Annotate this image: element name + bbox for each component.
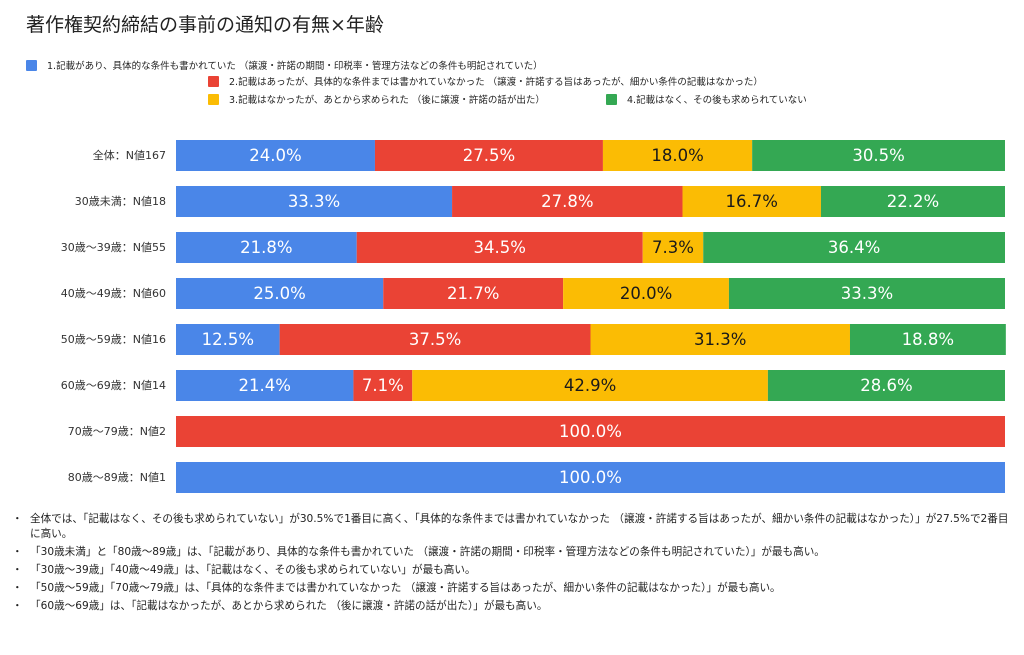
data-label: 25.0% xyxy=(253,284,305,303)
bar-segment xyxy=(642,232,704,263)
bar-segment xyxy=(279,324,591,355)
bar-segment xyxy=(176,462,1005,493)
bullet-glyph: ・ xyxy=(12,546,23,558)
bar-segment xyxy=(176,140,375,171)
bar-segment xyxy=(682,186,821,217)
data-label: 100.0% xyxy=(559,422,622,441)
data-label: 27.8% xyxy=(541,192,593,211)
data-label: 24.0% xyxy=(249,146,301,165)
bar-segment xyxy=(383,278,564,309)
data-label: 100.0% xyxy=(559,468,622,487)
bullet-glyph: ・ xyxy=(12,600,23,612)
legend-swatch-yellow xyxy=(208,93,219,105)
data-label: 34.5% xyxy=(474,238,526,257)
note-text: 「50歳〜59歳」「70歳〜79歳」は、「具体的な条件までは書かれていなかった … xyxy=(30,582,781,594)
bar-segment xyxy=(176,186,453,217)
data-label: 18.0% xyxy=(651,146,703,165)
bar-segment xyxy=(176,232,357,263)
bullet-glyph: ・ xyxy=(12,513,23,525)
data-label: 42.9% xyxy=(564,376,616,395)
bar-segment xyxy=(374,140,603,171)
legend-swatch-blue xyxy=(26,59,37,71)
summary-notes: ・全体では、「記載はなく、その後も求められていない」が30.5%で1番目に高く、… xyxy=(8,512,1016,617)
note-item: ・全体では、「記載はなく、その後も求められていない」が30.5%で1番目に高く、… xyxy=(8,512,1016,542)
bar-segment xyxy=(703,232,1005,263)
data-label: 30.5% xyxy=(852,146,904,165)
stacked-bar-chart: 全体：N値167 24.0% 27.5% 18.0% 30.5% 30歳未満：N値18 33… xyxy=(61,140,1006,493)
legend-item-1: 1.記載があり、具体的な条件も書かれていた （譲渡・許諾の期間・印税率・管理方法… xyxy=(26,58,543,72)
bar-segment xyxy=(767,370,1005,401)
bar-segment xyxy=(728,278,1005,309)
category-label: 40歳〜49歳：N値60 xyxy=(61,287,166,300)
chart-title: 著作権契約締結の事前の通知の有無×年齢 xyxy=(26,14,384,36)
data-label: 33.3% xyxy=(841,284,893,303)
category-label: 50歳〜59歳：N値16 xyxy=(61,333,166,346)
data-label: 18.8% xyxy=(902,330,954,349)
note-item: ・「60歳〜69歳」は、「記載はなかったが、あとから求められた （後に譲渡・許諾… xyxy=(8,599,1016,614)
legend-label-3: 3.記載はなかったが、あとから求められた （後に譲渡・許諾の話が出た） xyxy=(229,95,545,106)
category-label: 30歳未満：N値18 xyxy=(75,195,166,208)
data-label: 37.5% xyxy=(409,330,461,349)
bar-segment xyxy=(602,140,753,171)
category-label: 70歳〜79歳：N値2 xyxy=(68,425,166,438)
data-label: 16.7% xyxy=(726,192,778,211)
bar-segment xyxy=(176,370,354,401)
category-label: 60歳〜69歳：N値14 xyxy=(61,379,166,392)
data-label: 20.0% xyxy=(620,284,672,303)
note-text: 全体では、「記載はなく、その後も求められていない」が30.5%で1番目に高く、「… xyxy=(30,513,1009,540)
data-label: 21.4% xyxy=(238,376,290,395)
legend-label-2: 2.記載はあったが、具体的な条件までは書かれていなかった （譲渡・許諾する旨はあ… xyxy=(229,77,763,88)
data-label: 33.3% xyxy=(288,192,340,211)
category-label: 80歳〜89歳：N値1 xyxy=(68,471,166,484)
data-label: 36.4% xyxy=(828,238,880,257)
bar-segment xyxy=(752,140,1005,171)
legend-item-4: 4.記載はなく、その後も求められていない xyxy=(606,92,807,106)
data-label: 7.3% xyxy=(652,238,694,257)
data-label: 12.5% xyxy=(202,330,254,349)
bar-segment xyxy=(590,324,850,355)
category-label: 全体：N値167 xyxy=(93,148,166,162)
data-label: 21.7% xyxy=(447,284,499,303)
bar-segment xyxy=(353,370,413,401)
note-item: ・「30歳未満」と「80歳〜89歳」は、「記載があり、具体的な条件も書かれていた… xyxy=(8,545,1016,560)
bar-segment xyxy=(820,186,1005,217)
bar-segment xyxy=(356,232,643,263)
data-label: 21.8% xyxy=(240,238,292,257)
bar-segment xyxy=(176,278,384,309)
legend-swatch-green xyxy=(606,93,617,105)
data-label: 31.3% xyxy=(694,330,746,349)
bullet-glyph: ・ xyxy=(12,564,23,576)
legend-item-3: 3.記載はなかったが、あとから求められた （後に譲渡・許諾の話が出た） xyxy=(208,92,545,106)
bar-segment xyxy=(563,278,729,309)
note-text: 「30歳未満」と「80歳〜89歳」は、「記載があり、具体的な条件も書かれていた … xyxy=(30,546,825,558)
bullet-glyph: ・ xyxy=(12,582,23,594)
note-item: ・「30歳〜39歳」「40歳〜49歳」は、「記載はなく、その後も求められていない… xyxy=(8,563,1016,578)
category-label: 30歳〜39歳：N値55 xyxy=(61,241,166,254)
legend-label-4: 4.記載はなく、その後も求められていない xyxy=(627,95,807,106)
legend-label-1: 1.記載があり、具体的な条件も書かれていた （譲渡・許諾の期間・印税率・管理方法… xyxy=(47,61,543,72)
data-label: 27.5% xyxy=(463,146,515,165)
legend-swatch-red xyxy=(208,75,219,87)
data-label: 7.1% xyxy=(362,376,404,395)
legend-item-2: 2.記載はあったが、具体的な条件までは書かれていなかった （譲渡・許諾する旨はあ… xyxy=(208,74,763,88)
bar-segment xyxy=(412,370,768,401)
note-text: 「60歳〜69歳」は、「記載はなかったが、あとから求められた （後に譲渡・許諾の… xyxy=(30,600,548,612)
bar-segment xyxy=(176,416,1005,447)
data-label: 22.2% xyxy=(887,192,939,211)
data-label: 28.6% xyxy=(860,376,912,395)
bar-segment xyxy=(452,186,683,217)
bar-segment xyxy=(849,324,1006,355)
note-text: 「30歳〜39歳」「40歳〜49歳」は、「記載はなく、その後も求められていない」… xyxy=(30,564,476,576)
note-item: ・「50歳〜59歳」「70歳〜79歳」は、「具体的な条件までは書かれていなかった… xyxy=(8,581,1016,596)
bar-segment xyxy=(176,324,280,355)
